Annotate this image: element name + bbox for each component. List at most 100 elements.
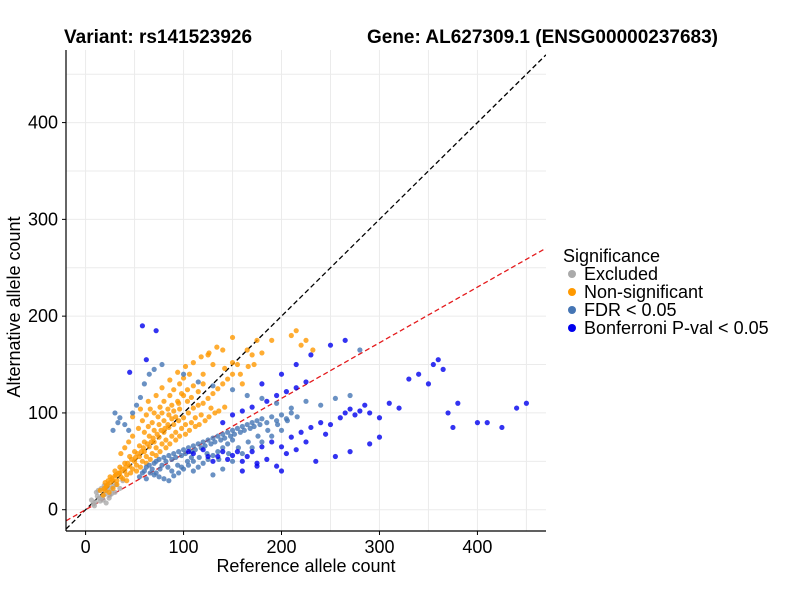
data-point: [137, 406, 144, 412]
data-point: [149, 466, 155, 472]
data-point: [255, 433, 261, 439]
data-point: [416, 371, 422, 377]
data-point: [118, 450, 124, 457]
data-point: [135, 425, 142, 432]
data-point: [137, 394, 144, 401]
data-point: [303, 439, 309, 445]
data-point: [264, 456, 270, 462]
data-point: [229, 452, 236, 459]
legend-label: Bonferroni P-val < 0.05: [584, 318, 769, 338]
data-point: [210, 361, 216, 368]
data-point: [430, 361, 436, 368]
data-point: [440, 366, 446, 372]
data-point: [205, 395, 211, 402]
data-point: [347, 406, 353, 412]
data-point: [218, 437, 224, 443]
data-point: [229, 412, 236, 418]
data-point: [136, 443, 143, 449]
data-point: [171, 450, 177, 457]
data-point: [283, 389, 290, 395]
data-point: [184, 398, 191, 404]
data-point: [220, 466, 226, 472]
data-point: [175, 369, 181, 375]
data-point: [159, 441, 165, 447]
data-point: [195, 441, 201, 447]
data-point: [190, 383, 196, 389]
data-point: [101, 485, 107, 492]
data-point: [117, 485, 123, 492]
data-point: [259, 444, 265, 450]
data-point: [216, 408, 222, 414]
data-point: [161, 418, 167, 424]
data-point: [514, 405, 520, 411]
data-point: [254, 418, 260, 424]
data-point: [254, 337, 260, 343]
data-point: [352, 412, 358, 418]
data-point: [100, 492, 106, 498]
data-point: [178, 425, 185, 432]
data-point: [269, 433, 275, 439]
data-point: [294, 414, 300, 420]
chart-title-gene: Gene: AL627309.1 (ENSG00000237683): [367, 27, 718, 48]
data-point: [362, 402, 368, 408]
data-point: [220, 445, 226, 451]
data-point: [106, 495, 112, 501]
legend-key: [568, 324, 576, 332]
data-point: [499, 424, 505, 431]
y-tick-label: 400: [28, 113, 58, 133]
data-point: [308, 352, 314, 358]
data-point: [200, 439, 206, 445]
data-point: [151, 366, 157, 372]
data-point: [173, 429, 179, 435]
data-point: [146, 433, 152, 439]
data-point: [139, 323, 146, 329]
data-point: [153, 392, 159, 399]
data-point: [222, 404, 228, 410]
data-point: [278, 444, 285, 450]
data-point: [159, 462, 165, 468]
data-point: [220, 381, 226, 387]
data-point: [293, 328, 299, 334]
data-point: [109, 476, 115, 482]
data-point: [367, 410, 373, 416]
data-point: [182, 431, 189, 437]
data-point: [175, 398, 181, 404]
data-point: [237, 371, 243, 377]
data-point: [200, 371, 206, 377]
data-point: [222, 435, 228, 441]
data-point: [144, 441, 150, 447]
data-point: [239, 423, 245, 430]
data-point: [169, 416, 175, 422]
data-point: [128, 470, 134, 476]
data-point: [288, 405, 294, 411]
data-point: [176, 470, 182, 476]
data-point: [347, 449, 353, 455]
data-point: [143, 412, 149, 418]
data-point: [259, 395, 265, 402]
data-point: [337, 415, 343, 421]
data-point: [225, 429, 231, 435]
data-point: [139, 418, 146, 424]
data-point: [182, 363, 189, 370]
data-point: [139, 458, 146, 464]
data-point: [190, 405, 196, 411]
data-point: [148, 439, 154, 445]
legend-key: [568, 288, 576, 296]
data-point: [110, 485, 116, 492]
data-point: [225, 441, 231, 447]
data-point: [88, 497, 95, 503]
data-point: [147, 456, 153, 462]
data-point: [196, 454, 202, 461]
data-point: [177, 381, 183, 387]
data-point: [237, 429, 243, 435]
y-tick-label: 300: [28, 209, 58, 229]
data-point: [130, 414, 136, 420]
data-point: [450, 424, 456, 431]
data-point: [376, 415, 383, 421]
data-point: [239, 468, 245, 474]
data-point: [303, 379, 309, 385]
data-point: [342, 410, 348, 416]
data-point: [185, 449, 192, 455]
data-point: [445, 410, 451, 416]
data-point: [184, 458, 191, 464]
